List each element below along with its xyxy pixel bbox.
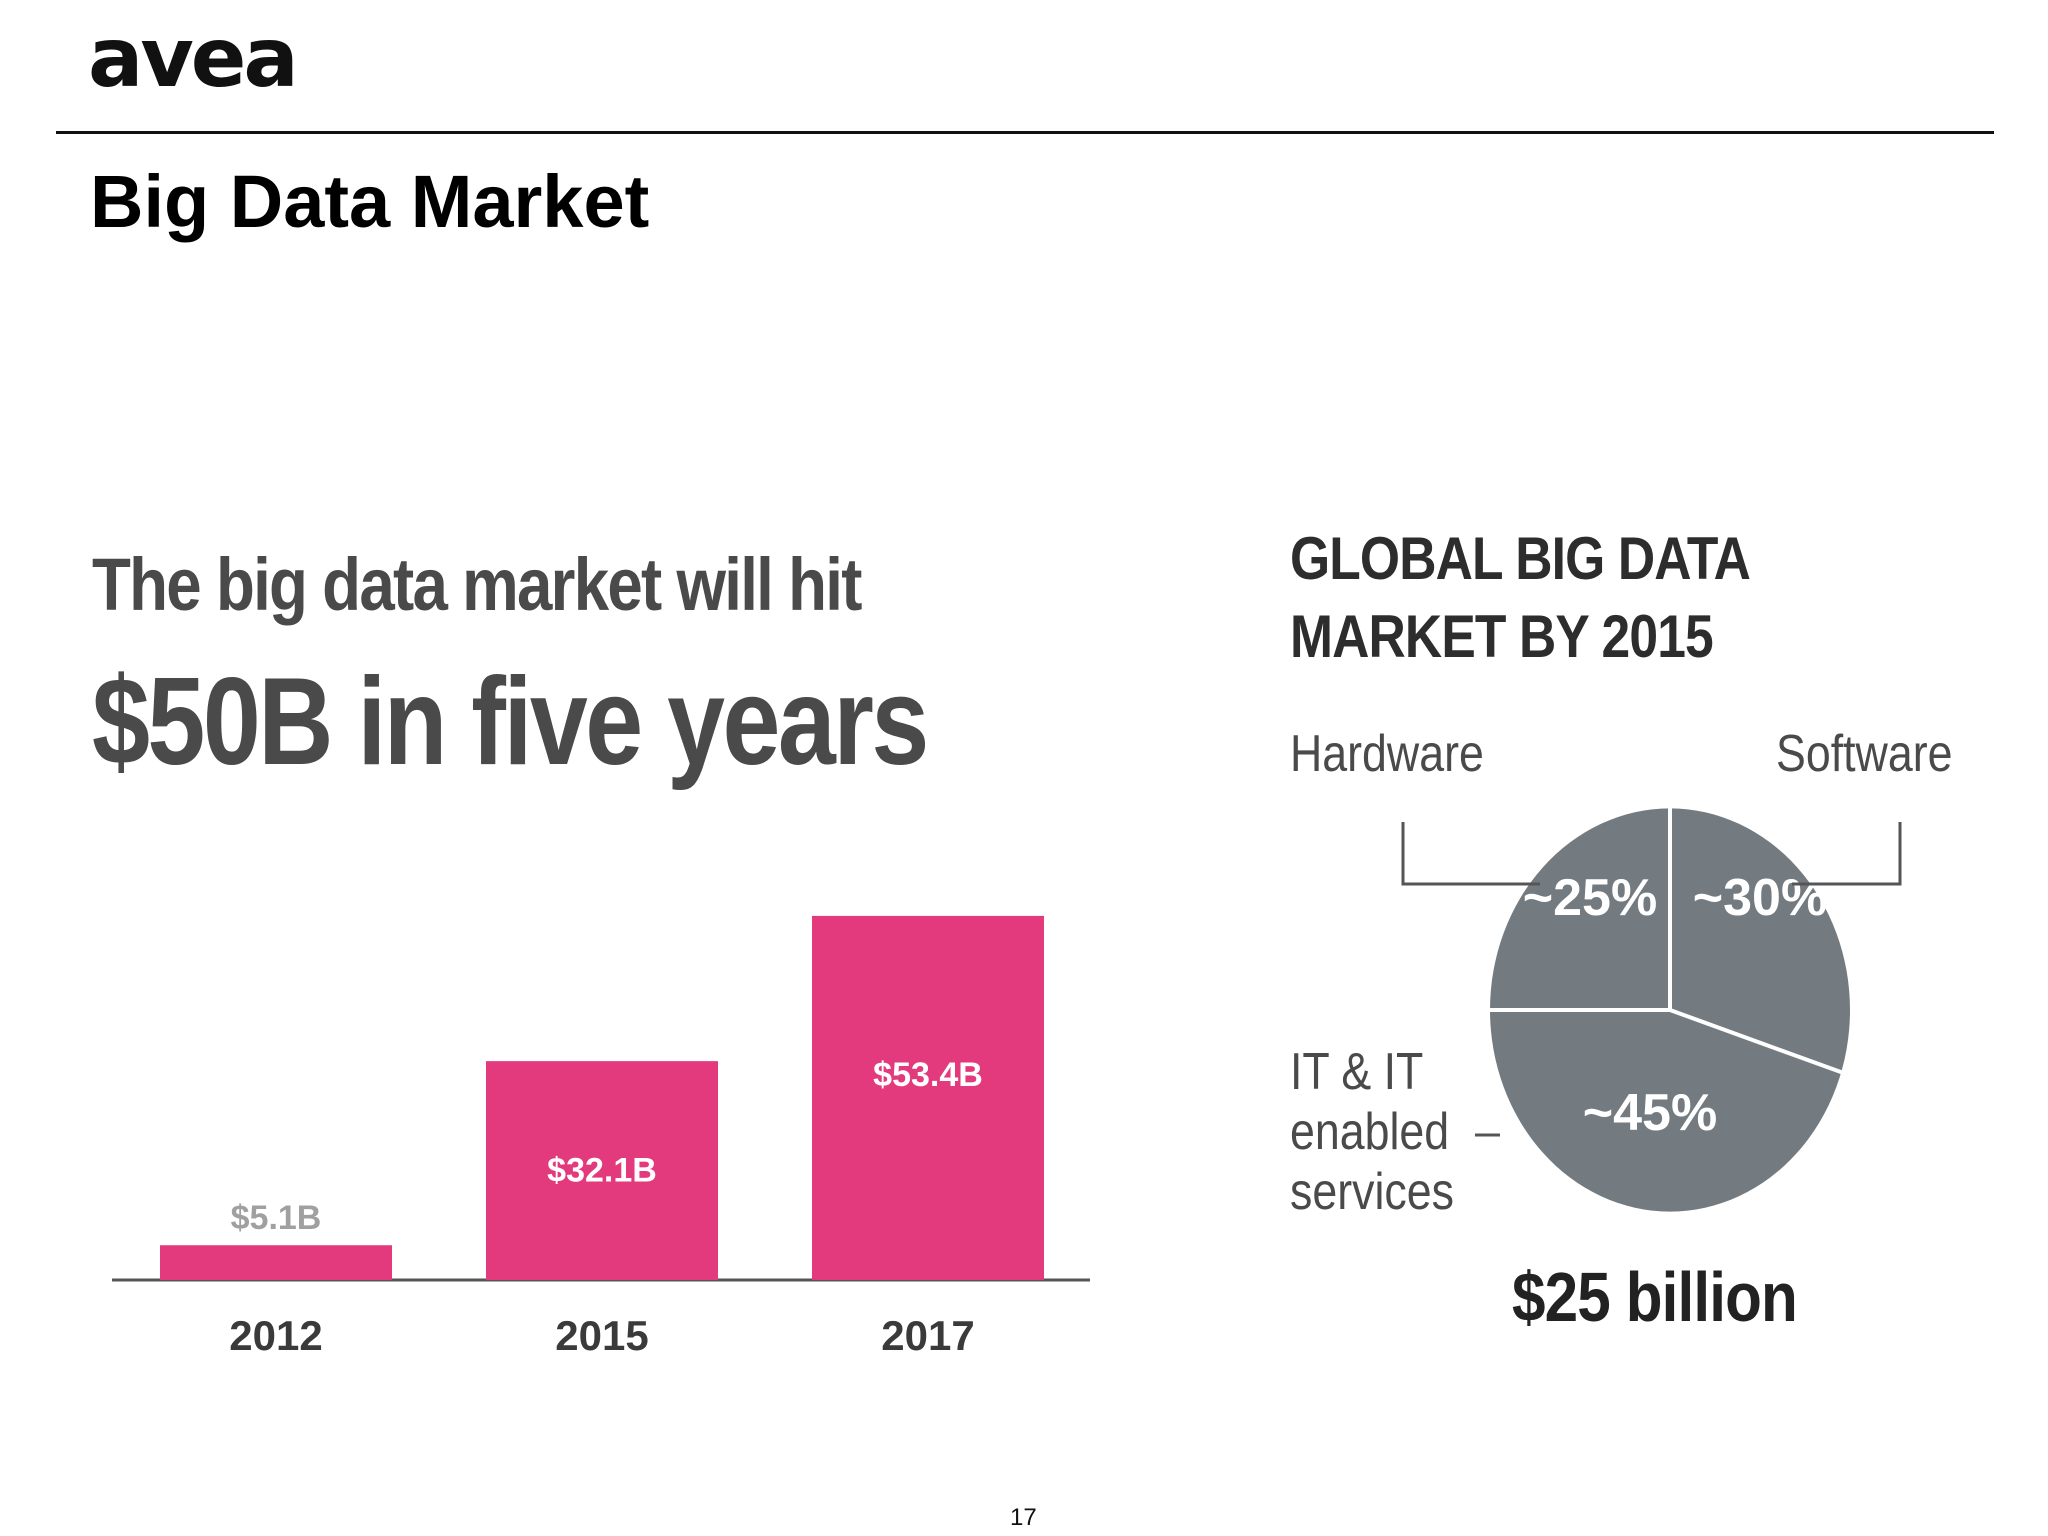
bar-value-label-2015: $32.1B	[547, 1152, 657, 1190]
pie-chart: ~25% ~30% ~45%	[1401, 804, 1902, 1212]
bar-2015	[486, 1061, 718, 1280]
pie-slice-label-hardware: ~25%	[1523, 869, 1657, 927]
bar-2012	[160, 1245, 392, 1280]
pie-label-hardware: Hardware	[1290, 725, 1484, 783]
bar-category-label-2017: 2017	[881, 1312, 974, 1359]
bar-chart-headline-line2: $50B in five years	[92, 653, 929, 791]
pie-label-services-line2: enabled	[1290, 1103, 1450, 1161]
avea-logo: avea	[88, 11, 299, 106]
pie-slice-label-software: ~30%	[1693, 869, 1827, 927]
page-number: 17	[1010, 1504, 1037, 1531]
pie-label-services-line3: services	[1290, 1163, 1455, 1221]
bar-category-label-2012: 2012	[229, 1312, 322, 1359]
slide-title: Big Data Market	[90, 160, 650, 243]
bar-2017	[812, 915, 1044, 1280]
bar-chart-headline-line1: The big data market will hit	[92, 543, 862, 626]
pie-label-services-line1: IT & IT	[1290, 1043, 1424, 1101]
pie-label-software: Software	[1776, 725, 1953, 783]
pie-divider-2	[1669, 1008, 1846, 1076]
pie-chart-title: GLOBAL BIG DATA MARKET BY 2015	[1290, 520, 1751, 676]
pie-total-value: $25 billion	[1512, 1258, 1798, 1336]
software-bracket	[1792, 822, 1902, 886]
bar-value-label-2012: $5.1B	[231, 1199, 322, 1237]
header-divider	[56, 131, 1994, 134]
bar-value-label-2017: $53.4B	[873, 1056, 983, 1094]
bar-chart: $5.1B 2012 $32.1B 2015 $53.4B 2017	[112, 915, 1090, 1359]
pie-slice-label-it-it-enabled-services: ~45%	[1583, 1084, 1717, 1142]
pie-title-line2: MARKET BY 2015	[1290, 603, 1714, 670]
pie-label-services: IT & IT enabled services	[1290, 1042, 1454, 1222]
hardware-bracket	[1401, 822, 1540, 886]
bar-category-label-2015: 2015	[555, 1312, 648, 1359]
pie-title-line1: GLOBAL BIG DATA	[1290, 525, 1751, 592]
